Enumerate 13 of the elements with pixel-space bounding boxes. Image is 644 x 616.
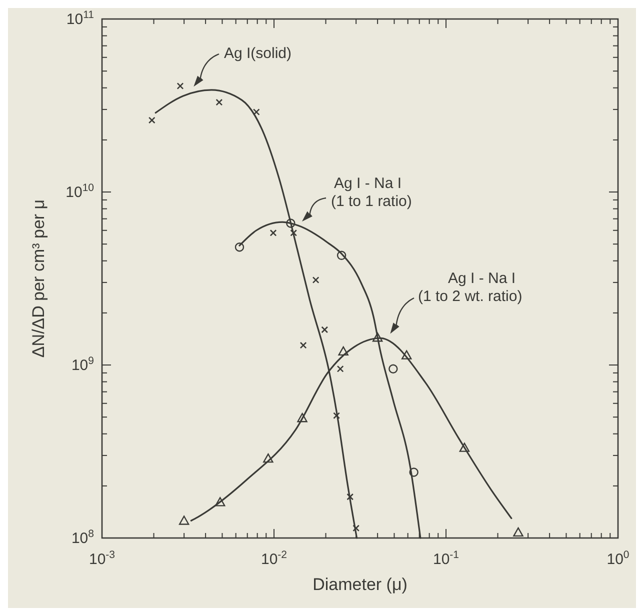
x-tick-label: 10$^{-1}$ [432,549,460,568]
y-tick-label: 10$^{11}$ [66,9,94,28]
x-tick-label: 10$^{0}$ [606,549,630,568]
y-axis-title: ΔN/ΔD per cm³ per μ [29,199,48,358]
x-tick-label: 10$^{-3}$ [88,549,116,568]
x-tick-label: 10$^{-2}$ [260,549,288,568]
y-tick-label: 10$^{9}$ [71,355,94,374]
annotation: Ag I - Na I (1 to 2 wt. ratio) [418,270,522,305]
y-tick-label: 10$^{8}$ [71,528,94,547]
annotation: Ag I - Na I (1 to 1 ratio) [331,175,412,210]
annotation: Ag I(solid) [224,45,292,62]
y-tick-label: 10$^{10}$ [66,182,94,201]
x-axis-title: Diameter (μ) [312,575,408,594]
